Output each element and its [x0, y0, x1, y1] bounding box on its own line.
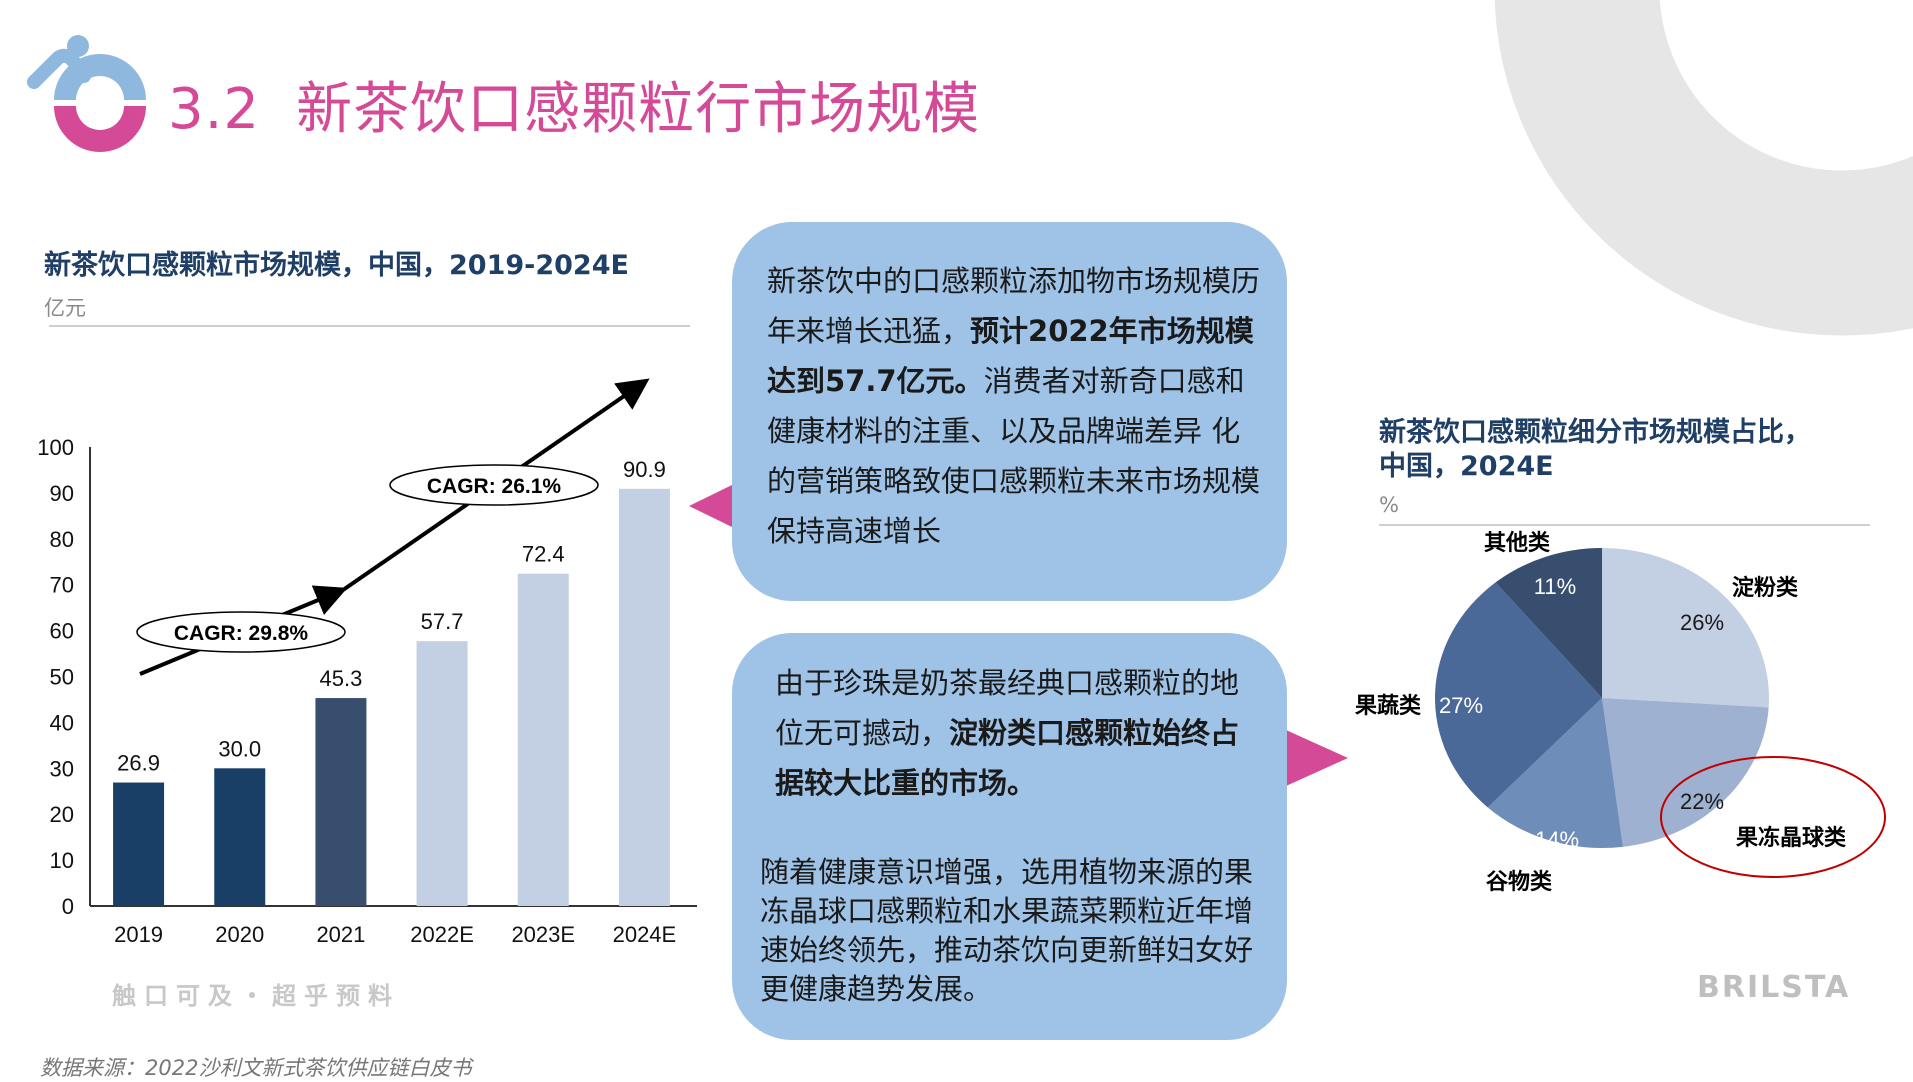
callout-highlight: 预计2022年市场规模达到57.7亿元。 [767, 314, 1254, 398]
bar-chart-unit: 亿元 [44, 296, 86, 320]
cagr-label: CAGR: 26.1% [427, 475, 562, 498]
pie-category-label: 淀粉类 [1732, 575, 1799, 600]
bar-2024E [618, 488, 670, 906]
callout-market-growth: 新茶饮中的口感颗粒添加物市场规模历年来增长迅猛，预计2022年市场规模达到57.… [732, 222, 1287, 601]
bar-2019 [113, 782, 165, 906]
y-tick-label: 50 [50, 665, 74, 690]
bar-2021 [315, 698, 367, 906]
divider [49, 325, 690, 327]
x-tick-label: 2019 [114, 922, 163, 947]
pie-chart-title-line1: 新茶饮口感颗粒细分市场规模占比， [1379, 417, 1811, 448]
logo-icon [27, 35, 146, 152]
bar-2022E [416, 641, 468, 906]
x-tick-label: 2020 [215, 922, 264, 947]
callout-segment-text-1: 由于珍珠是奶茶最经典口感颗粒的地位无可撼动，淀粉类口感颗粒始终占据较大比重的市场… [775, 658, 1265, 808]
page-title-text: 新茶饮口感颗粒行市场规模 [296, 77, 981, 142]
y-tick-label: 90 [50, 481, 74, 506]
cagr-bubble [136, 611, 346, 653]
bar-value-label: 45.3 [320, 666, 363, 691]
highlight-circle [1660, 756, 1886, 878]
bar-value-label: 26.9 [117, 751, 160, 776]
y-tick-label: 100 [37, 435, 74, 460]
x-tick-label: 2023E [511, 922, 575, 947]
x-tick-label: 2021 [316, 922, 365, 947]
callout-text: 由于珍珠是奶茶最经典口感颗粒的地位无可撼动， [775, 666, 1240, 750]
watermark: 触口可及・超乎预料 [112, 982, 400, 1010]
y-tick-label: 80 [50, 527, 74, 552]
pie-percent-label: 22% [1680, 789, 1724, 814]
y-tick-label: 60 [50, 619, 74, 644]
callout-highlight: 淀粉类口感颗粒始终占据较大比重的市场。 [775, 716, 1240, 800]
pie-category-label: 其他类 [1484, 530, 1551, 555]
callout-segment: 由于珍珠是奶茶最经典口感颗粒的地位无可撼动，淀粉类口感颗粒始终占据较大比重的市场… [732, 633, 1287, 1040]
pointer-arrow-right-icon [1286, 730, 1348, 786]
bar-value-label: 72.4 [522, 542, 565, 567]
bar-chart: 0 10 20 30 40 50 60 70 80 90 100 26.9 2019 30.0 2020 45… [37, 378, 697, 947]
bar-2020 [214, 768, 266, 906]
pointer-arrow-left-icon [689, 484, 734, 528]
pie-percent-label: 26% [1680, 610, 1724, 635]
bar-2023E [517, 573, 569, 906]
divider [1379, 524, 1870, 526]
y-tick-label: 10 [50, 848, 74, 873]
y-tick-label: 0 [62, 894, 74, 919]
y-tick-label: 30 [50, 756, 74, 781]
bar-value-label: 30.0 [218, 736, 261, 761]
pie-percent-label: 27% [1439, 693, 1483, 718]
decorative-arc [1494, 0, 1913, 336]
x-tick-label: 2024E [613, 922, 677, 947]
pie-slice-4 [1495, 548, 1602, 698]
pie-percent-label: 14% [1535, 827, 1579, 852]
callout-segment-text-2: 随着健康意识增强，选用植物来源的果冻晶球口感颗粒和水果蔬菜颗粒近年增速始终领先，… [760, 855, 1254, 1006]
y-tick-label: 40 [50, 710, 74, 735]
pie-slice-0 [1602, 548, 1769, 708]
cagr-bubble [389, 464, 599, 506]
pie-chart-unit: % [1379, 493, 1399, 517]
bar-value-label: 90.9 [623, 457, 666, 482]
pie-category-label: 果冻晶球类 [1736, 825, 1847, 850]
bar-chart-title: 新茶饮口感颗粒市场规模，中国，2019-2024E [44, 250, 629, 281]
x-tick-label: 2022E [410, 922, 474, 947]
y-tick-label: 70 [50, 573, 74, 598]
source-note: 数据来源：2022沙利文新式茶饮供应链白皮书 [40, 1056, 472, 1080]
pie-category-label: 谷物类 [1486, 869, 1553, 894]
callout-text: 消费者对新奇口感和健康材料的注重、以及品牌端差异 化的营销策略致使口感颗粒未来市… [767, 364, 1261, 548]
page-title: 3.2 新茶饮口感颗粒行市场规模 [168, 64, 980, 145]
y-tick-label: 20 [50, 802, 74, 827]
pie-slice-1 [1602, 698, 1769, 847]
pie-chart-title-line2: 中国，2024E [1379, 451, 1554, 482]
cagr-label: CAGR: 29.8% [174, 622, 309, 645]
pie-category-label: 果蔬类 [1355, 693, 1422, 718]
callout-market-growth-text: 新茶饮中的口感颗粒添加物市场规模历年来增长迅猛，预计2022年市场规模达到57.… [767, 256, 1262, 556]
pie-percent-label: 11% [1534, 574, 1576, 599]
brand-logo: BRILSTA [1697, 970, 1851, 1005]
pie-slice-3 [1435, 582, 1602, 808]
section-number: 3.2 [168, 77, 261, 142]
callout-text: 新茶饮中的口感颗粒添加物市场规模历年来增长迅猛， [767, 264, 1261, 348]
pie-slice-2 [1487, 698, 1623, 848]
bar-value-label: 57.7 [421, 609, 464, 634]
